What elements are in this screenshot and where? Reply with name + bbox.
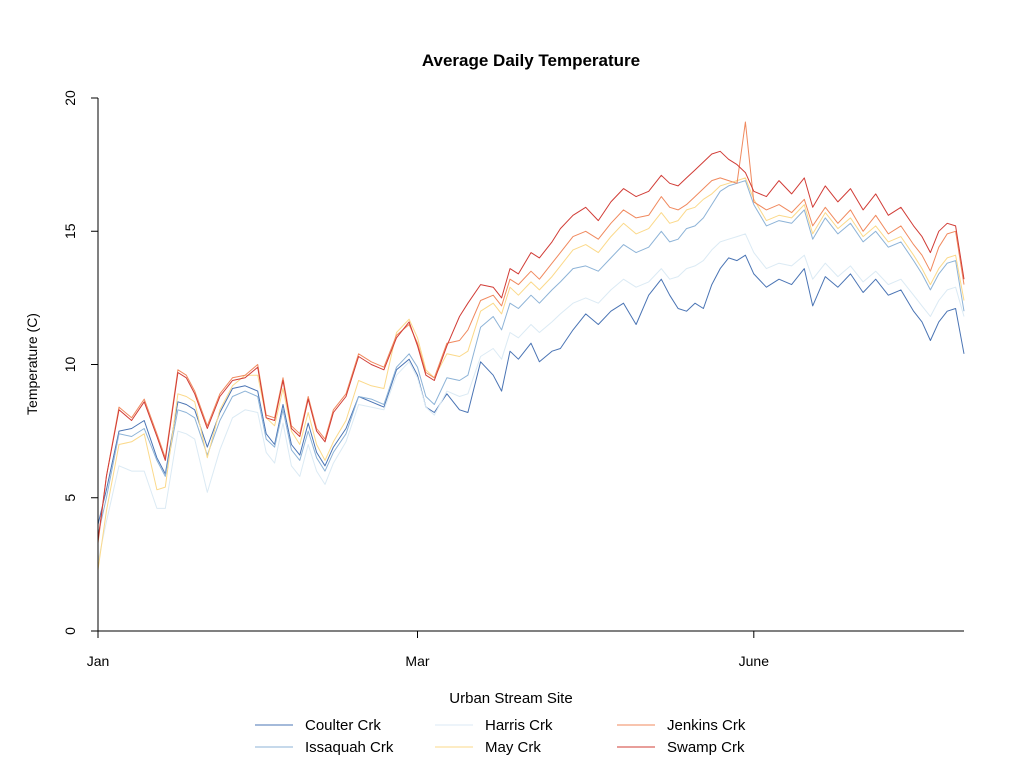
y-axis-label: Temperature (C) xyxy=(24,313,40,415)
x-tick-label: Mar xyxy=(405,653,429,669)
legend-item-label: Swamp Crk xyxy=(667,739,745,756)
chart-title: Average Daily Temperature xyxy=(422,51,640,70)
x-tick-label: June xyxy=(739,653,770,669)
legend-item-label: Harris Crk xyxy=(485,717,553,734)
x-tick-label: Jan xyxy=(87,653,110,669)
series-line-may-crk xyxy=(97,177,965,570)
series-line-coulter-crk xyxy=(97,254,965,525)
series-line-harris-crk xyxy=(97,233,965,562)
series-line-jenkins-crk xyxy=(97,121,965,544)
y-tick-label: 0 xyxy=(62,627,78,635)
legend-item-label: Issaquah Crk xyxy=(305,739,394,756)
y-tick-label: 10 xyxy=(62,357,78,373)
y-tick-label: 5 xyxy=(62,494,78,502)
legend-items: Coulter Crk Issaquah Crk Harris Crk May Crk… xyxy=(255,717,746,756)
legend-item-label: May Crk xyxy=(485,739,541,756)
y-tick-label: 15 xyxy=(62,223,78,239)
axes-layer: 0 5 10 15 20 Jan Mar June xyxy=(62,90,964,669)
series-line-issaquah-crk xyxy=(97,180,965,536)
y-tick-label: 20 xyxy=(62,90,78,106)
legend-item-label: Jenkins Crk xyxy=(667,717,746,734)
legend-title: Urban Stream Site xyxy=(449,690,572,707)
legend: Urban Stream Site Coulter Crk Issaquah Cr… xyxy=(255,690,746,756)
series-layer xyxy=(97,121,965,570)
legend-item-label: Coulter Crk xyxy=(305,717,381,734)
series-line-swamp-crk xyxy=(97,150,965,541)
